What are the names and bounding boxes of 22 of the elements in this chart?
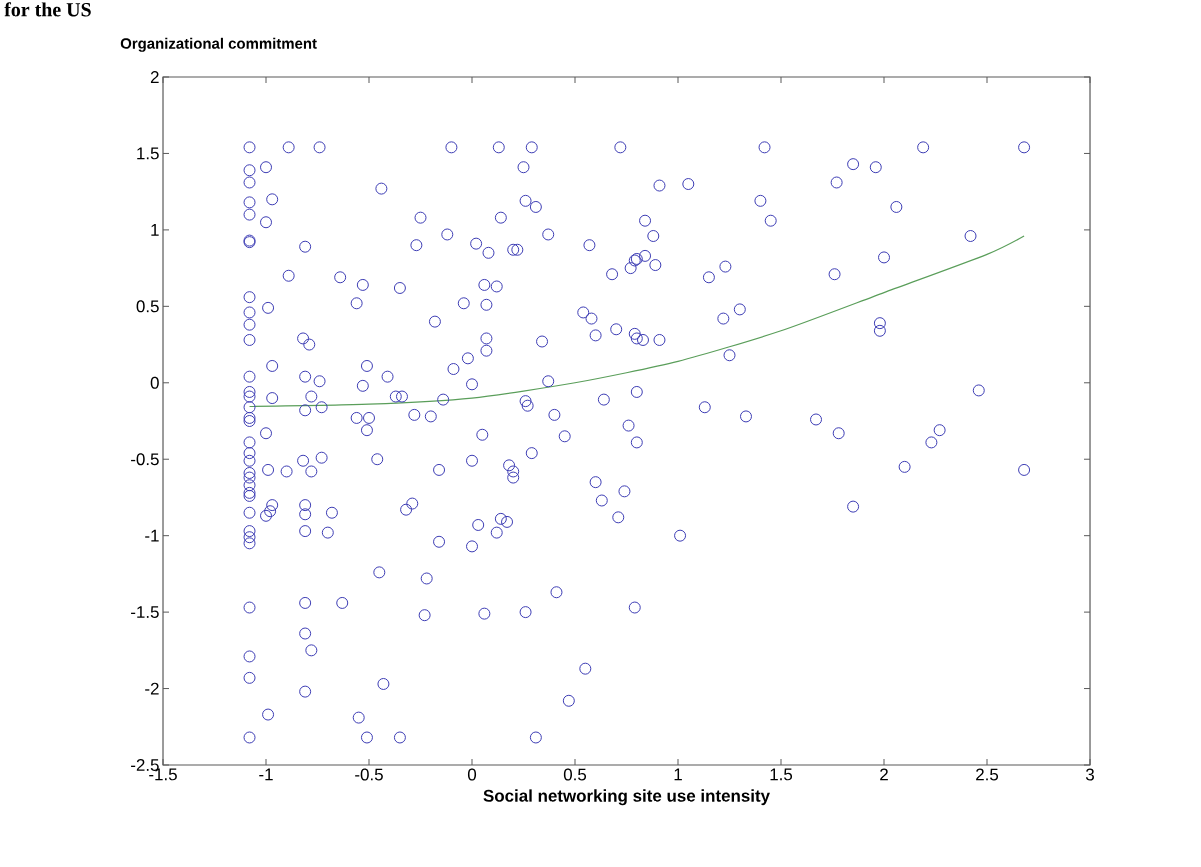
x-tick-label: 2.5 (976, 768, 999, 781)
x-tick-label: 0.5 (563, 768, 587, 781)
x-tick-label: 1.5 (770, 768, 793, 781)
x-tick-label: 0 (467, 768, 477, 781)
y-tick-label: -1 (145, 529, 159, 542)
y-tick-label: 0 (150, 376, 159, 389)
x-tick-label: 2 (880, 768, 888, 781)
y-tick-label: -2 (145, 682, 159, 695)
y-tick-label: 2 (150, 71, 159, 83)
x-tick-label: 3 (1085, 768, 1094, 781)
y-tick-label: 1.5 (137, 147, 159, 160)
line-series (248, 235, 1025, 408)
y-tick-label: 1 (151, 224, 159, 236)
chart-title: for the US (4, 2, 91, 17)
x-tick-label: 1 (674, 768, 682, 781)
x-tick-label: -0.5 (355, 768, 383, 781)
y-axis-title: Organizational commitment (120, 37, 317, 52)
y-tick-label: -1.5 (131, 606, 159, 619)
x-tick-label: -1 (259, 768, 273, 781)
y-tick-label: -0.5 (131, 453, 159, 466)
x-axis-title: Social networking site use intensity (483, 789, 770, 806)
y-tick-label: 0.5 (136, 300, 159, 313)
